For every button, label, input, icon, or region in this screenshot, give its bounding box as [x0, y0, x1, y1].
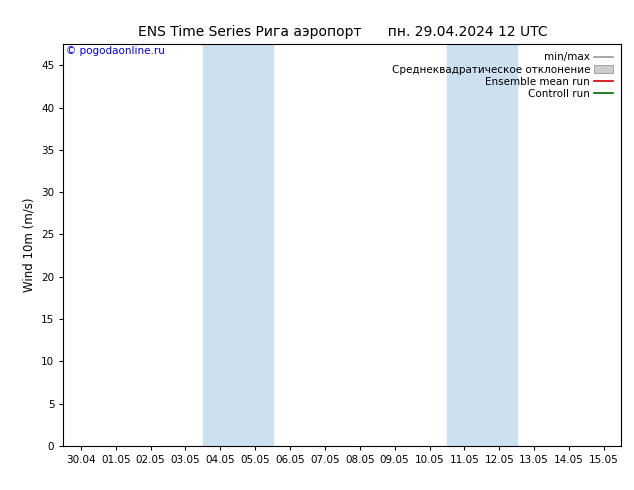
Y-axis label: Wind 10m (m/s): Wind 10m (m/s) — [23, 198, 36, 292]
Bar — [203, 44, 273, 446]
Title: ENS Time Series Рига аэропорт      пн. 29.04.2024 12 UTC: ENS Time Series Рига аэропорт пн. 29.04.… — [138, 25, 547, 39]
Legend: min/max, Среднеквадратическое отклонение, Ensemble mean run, Controll run: min/max, Среднеквадратическое отклонение… — [389, 49, 616, 102]
Text: © pogodaonline.ru: © pogodaonline.ru — [66, 46, 165, 56]
Bar — [447, 44, 517, 446]
